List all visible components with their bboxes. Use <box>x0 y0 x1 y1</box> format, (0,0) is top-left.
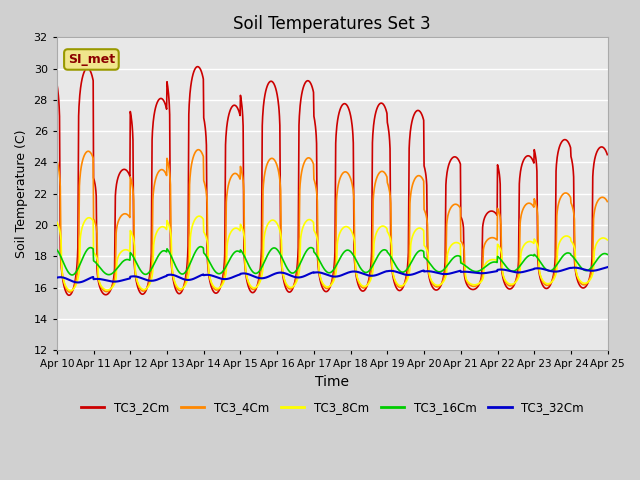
Text: SI_met: SI_met <box>68 53 115 66</box>
Title: Soil Temperatures Set 3: Soil Temperatures Set 3 <box>234 15 431 33</box>
Legend: TC3_2Cm, TC3_4Cm, TC3_8Cm, TC3_16Cm, TC3_32Cm: TC3_2Cm, TC3_4Cm, TC3_8Cm, TC3_16Cm, TC3… <box>76 397 589 419</box>
X-axis label: Time: Time <box>316 375 349 389</box>
Y-axis label: Soil Temperature (C): Soil Temperature (C) <box>15 130 28 258</box>
